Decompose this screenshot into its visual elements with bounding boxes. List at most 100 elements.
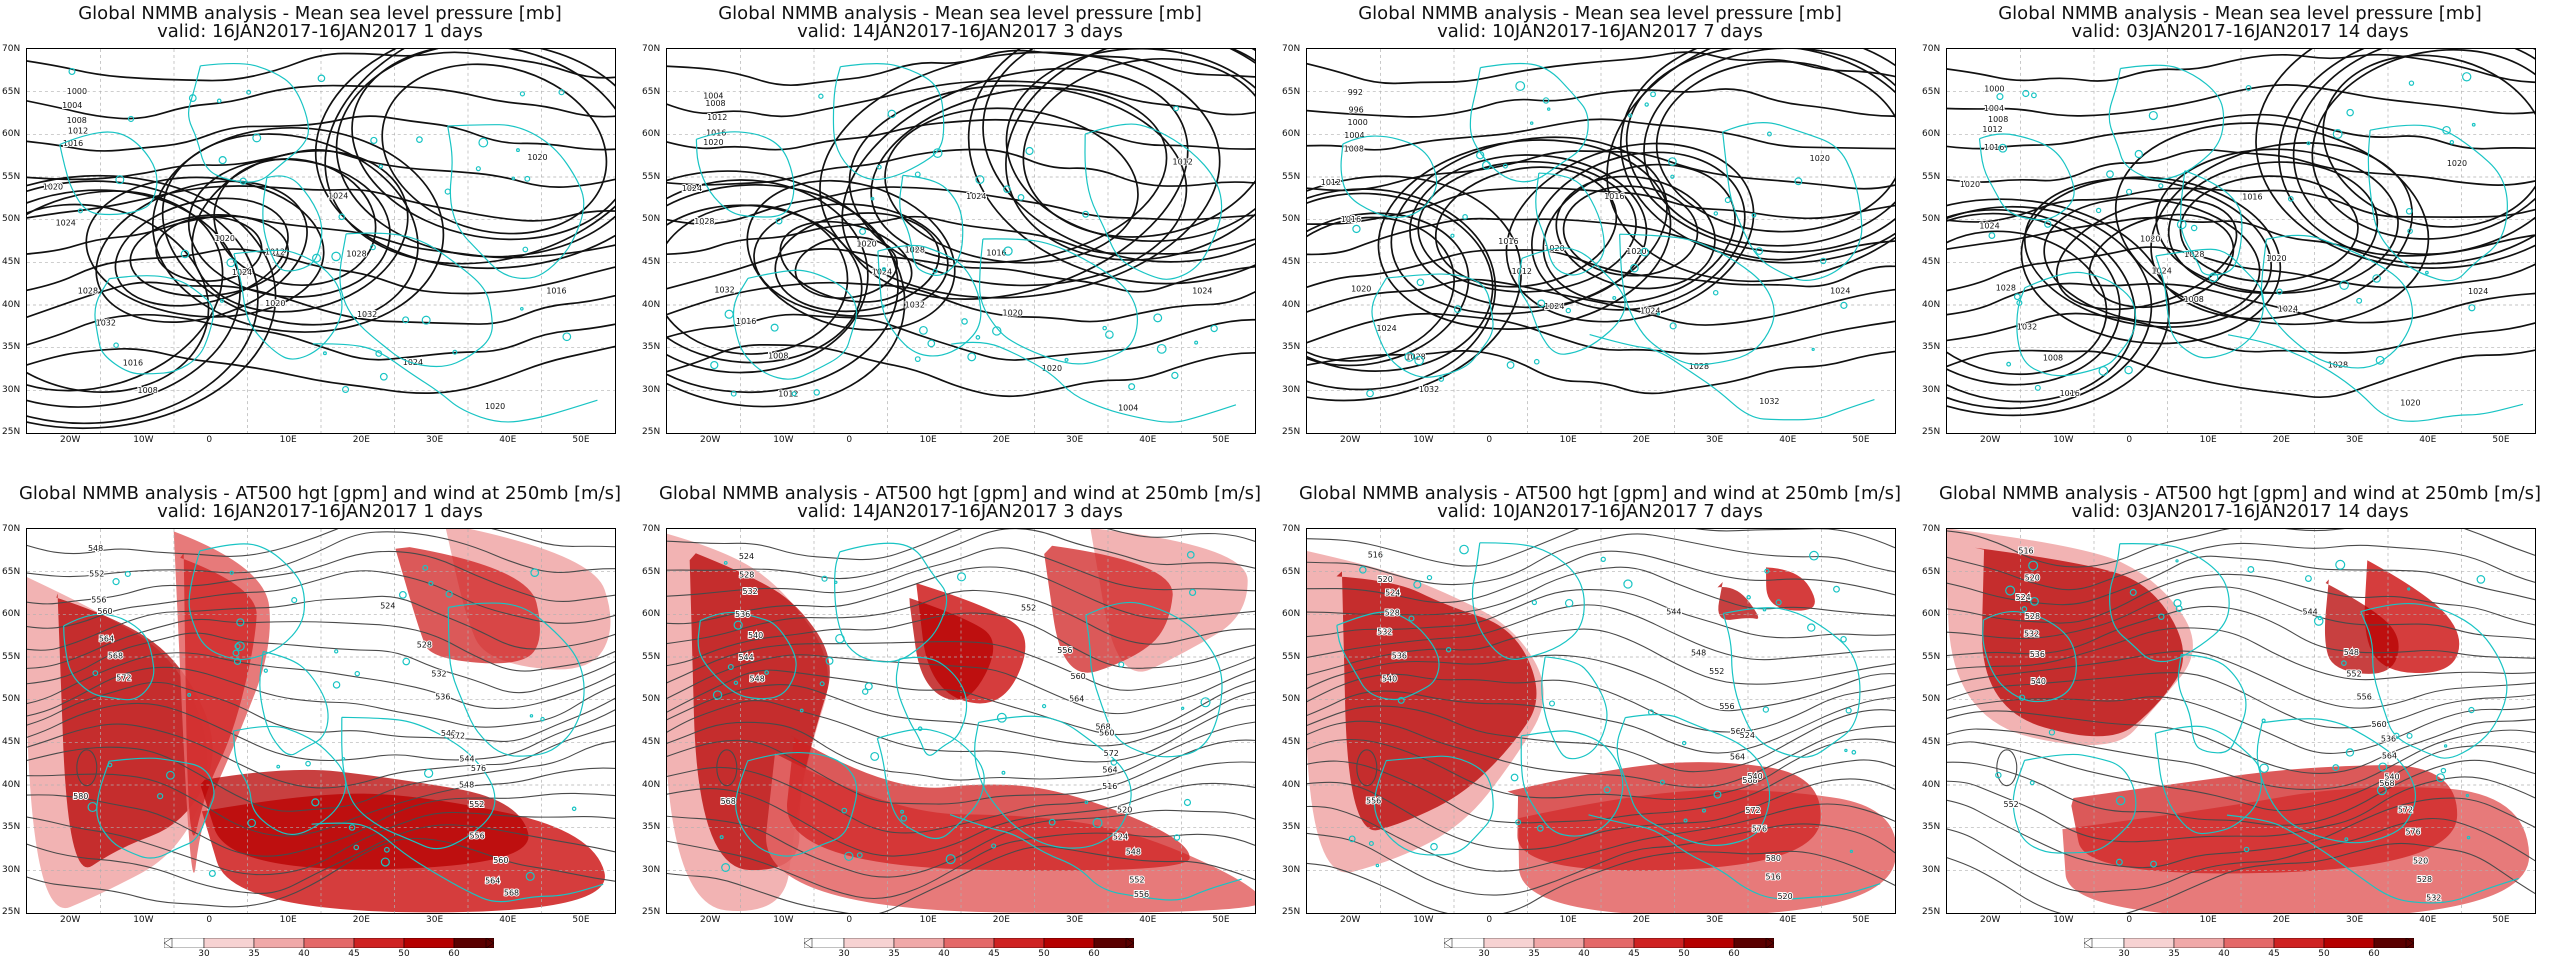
geopotential-contour-label: 536 bbox=[735, 610, 750, 619]
longitude-tick-label: 20E bbox=[2272, 435, 2290, 445]
island-coast bbox=[378, 164, 384, 169]
wind-colorbar-label: 30 bbox=[838, 949, 850, 959]
map-frame: 1000 1004 1008 1012 1016 1020 1024 1028 1032 1016… bbox=[26, 48, 616, 434]
island-coast bbox=[187, 692, 192, 697]
island-coast bbox=[127, 115, 135, 123]
island-coast bbox=[1840, 635, 1847, 643]
geopotential-contour bbox=[1307, 778, 1895, 851]
island-coast bbox=[87, 801, 98, 813]
wind-colorbar-segment bbox=[893, 938, 945, 948]
geopotential-contour-label: 556 bbox=[2357, 693, 2372, 702]
island-coast bbox=[856, 852, 863, 859]
island-coast bbox=[558, 89, 565, 96]
longitude-tick-label: 10E bbox=[279, 435, 297, 445]
pressure-contour-label: 1012 bbox=[1321, 178, 1341, 187]
island-coast bbox=[1459, 544, 1469, 555]
island-coast bbox=[402, 316, 410, 324]
latitude-tick-label: 50N bbox=[1922, 694, 1941, 705]
pressure-contour bbox=[27, 203, 210, 393]
pressure-contour-label: 1020 bbox=[215, 234, 235, 243]
coastline-segment bbox=[2360, 602, 2508, 759]
longitude-tick-label: 20W bbox=[1980, 915, 2001, 925]
latitude-tick-label: 65N bbox=[1282, 86, 1301, 97]
coastline-segment bbox=[188, 543, 306, 661]
pressure-contour bbox=[114, 197, 289, 307]
pressure-contour-label: 996 bbox=[1349, 106, 1364, 115]
pressure-contour-label: 1008 bbox=[2043, 353, 2063, 362]
pressure-contour bbox=[2322, 54, 2535, 228]
pressure-contour bbox=[1655, 60, 1895, 233]
wind-colorbar: 30 35 40 45 50 60 bbox=[1444, 938, 1774, 959]
coastline-segment bbox=[1336, 611, 1440, 701]
pressure-contour bbox=[1606, 49, 1895, 283]
island-coast bbox=[2407, 587, 2411, 591]
coastlines bbox=[59, 62, 598, 423]
geopotential-contour-label: 568 bbox=[1095, 723, 1110, 732]
geopotential-contour-label: 524 bbox=[2016, 593, 2031, 602]
island-coast bbox=[2443, 744, 2448, 748]
geopotential-contour bbox=[1947, 842, 2535, 913]
island-coast bbox=[1378, 552, 1384, 558]
wind-colorbar-bar bbox=[2084, 938, 2414, 948]
coastline-segment bbox=[259, 650, 329, 756]
island-coast bbox=[398, 590, 407, 599]
geopotential-contour bbox=[1307, 529, 1895, 567]
latitude-tick-label: 25N bbox=[1282, 427, 1301, 438]
closed-contour bbox=[1996, 749, 2018, 787]
pressure-isobar bbox=[27, 248, 615, 295]
wind-core bbox=[2324, 579, 2399, 674]
pressure-contour-label: 1024 bbox=[328, 192, 348, 201]
longitude-axis-labels: 20W 10W 0 10E 20E 30E 40E 50E bbox=[1946, 434, 2536, 448]
latitude-axis-labels: 70N 65N 60N 55N 50N 45N 40N 35N 30N 25N bbox=[1280, 44, 1304, 438]
longitude-tick-label: 0 bbox=[2126, 915, 2133, 925]
island-coast bbox=[1537, 299, 1546, 308]
latitude-tick-label: 40N bbox=[2, 299, 21, 310]
z500-panel: Global NMMB analysis - AT500 hgt [gpm] a… bbox=[1920, 480, 2560, 960]
pressure-isobar bbox=[1947, 187, 2535, 223]
island-coast bbox=[383, 846, 390, 853]
longitude-tick-label: 20E bbox=[1632, 435, 1650, 445]
island-coast bbox=[990, 843, 997, 849]
island-coast bbox=[1751, 212, 1757, 218]
latitude-tick-label: 60N bbox=[1282, 609, 1301, 620]
panel-subtitle: valid: 14JAN2017-16JAN2017 3 days bbox=[797, 501, 1123, 522]
latitude-tick-label: 70N bbox=[1922, 44, 1941, 54]
pressure-isobar bbox=[1307, 278, 1895, 326]
panel-title: Global NMMB analysis - AT500 hgt [gpm] a… bbox=[1298, 483, 1902, 504]
island-coast bbox=[730, 390, 737, 397]
longitude-tick-label: 10W bbox=[773, 915, 794, 925]
longitude-tick-label: 20W bbox=[1340, 915, 1361, 925]
pressure-contour bbox=[1307, 192, 1494, 372]
longitude-tick-label: 30E bbox=[426, 435, 444, 445]
longitude-tick-label: 0 bbox=[1486, 915, 1493, 925]
latitude-tick-label: 60N bbox=[642, 129, 661, 140]
wind-colorbar-segment bbox=[1683, 938, 1735, 948]
map-canvas: 992 996 1000 1004 1008 1012 1016 1020 1024 1028 10… bbox=[1307, 49, 1895, 433]
wind-colorbar-label: 50 bbox=[1038, 949, 1050, 959]
pressure-contour bbox=[381, 63, 608, 235]
pressure-contour bbox=[2023, 177, 2273, 328]
pressure-contour-label: 1020 bbox=[43, 182, 63, 191]
island-coast bbox=[380, 857, 390, 867]
pressure-contour bbox=[794, 236, 898, 299]
pressure-isobar bbox=[27, 185, 615, 222]
coastline-segment bbox=[1616, 713, 1771, 846]
coastline-segment bbox=[2228, 334, 2524, 422]
island-coast bbox=[2393, 732, 2400, 740]
island-coast bbox=[2335, 559, 2346, 570]
island-coast bbox=[524, 175, 531, 182]
mslp-panel: Global NMMB analysis - Mean sea level pr… bbox=[1280, 0, 1920, 480]
island-coast bbox=[2016, 299, 2023, 306]
longitude-tick-label: 10E bbox=[279, 915, 297, 925]
island-coast bbox=[1762, 607, 1767, 612]
wind-colorbar-bar bbox=[1444, 938, 1774, 948]
geopotential-contours bbox=[1307, 529, 1895, 913]
coastlines bbox=[697, 542, 1242, 901]
geopotential-contour-label: 552 bbox=[89, 570, 104, 579]
geopotential-contour bbox=[1947, 672, 2535, 729]
latitude-tick-label: 50N bbox=[2, 214, 21, 225]
island-coast bbox=[444, 188, 451, 195]
island-coast bbox=[2134, 149, 2143, 159]
pressure-isobar bbox=[667, 313, 1255, 361]
pressure-contour bbox=[667, 183, 899, 394]
